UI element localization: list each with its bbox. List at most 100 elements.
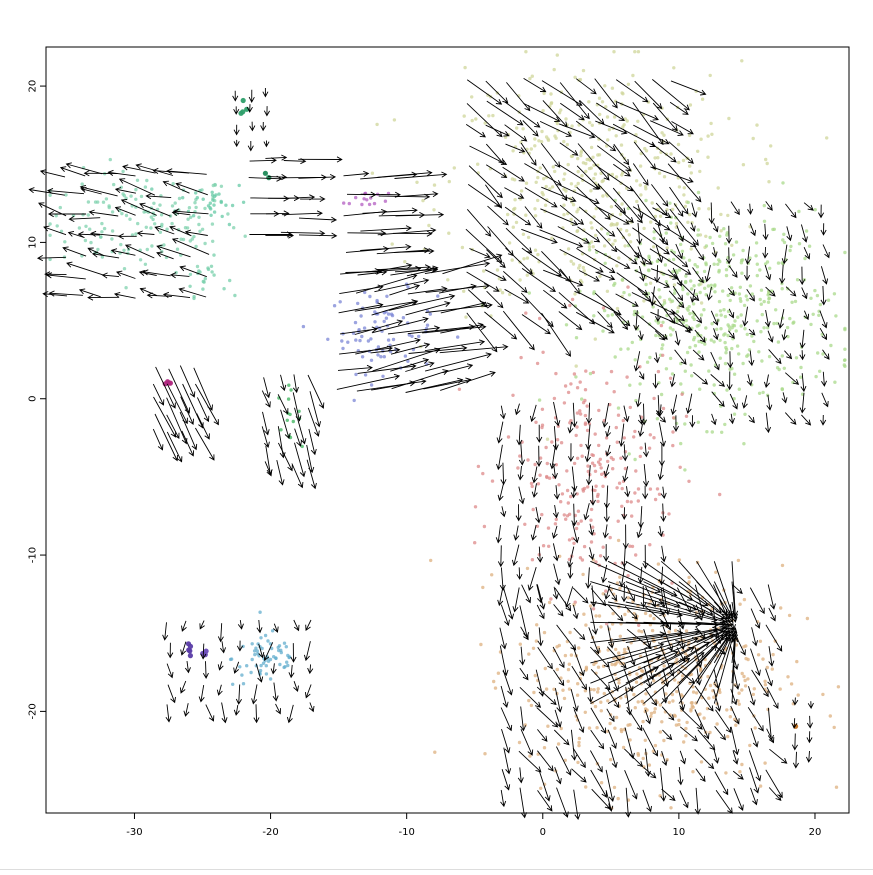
velocity-arrow [304,684,312,699]
data-point [708,683,713,688]
data-point [722,227,726,231]
data-point [705,430,709,434]
data-point [776,340,781,344]
data-point [758,268,762,272]
velocity-arrow [803,202,814,211]
data-point [697,207,701,211]
velocity-arrow [694,245,705,261]
data-point [250,657,254,662]
data-point [599,781,604,785]
velocity-arrow [173,208,209,215]
data-point [432,208,436,212]
velocity-arrow [750,608,761,629]
data-point [673,678,677,682]
velocity-arrow [286,704,294,724]
data-point [546,137,550,141]
velocity-arrow [362,207,418,214]
velocity-arrow [467,289,488,308]
data-point [490,479,495,483]
velocity-arrow [693,371,709,385]
data-point [677,160,681,165]
velocity-arrow [690,289,697,303]
velocity-arrow [388,293,456,311]
data-point [582,486,587,491]
velocity-arrow [146,292,172,299]
data-point [376,353,380,357]
data-point [694,658,698,662]
data-point [618,575,622,579]
data-point [589,518,593,522]
velocity-arrow [730,726,740,756]
velocity-arrow [537,729,548,742]
velocity-arrow [623,405,630,423]
data-point [758,639,763,643]
data-point [129,194,133,198]
data-point [660,131,664,135]
velocity-arrow [588,627,600,655]
data-point [697,339,701,344]
velocity-arrow [692,267,704,284]
data-point [566,679,570,683]
data-point [100,255,105,259]
data-point [623,612,627,617]
data-point [657,492,662,496]
data-point [134,232,138,236]
data-point [266,175,272,181]
data-point [524,311,528,315]
velocity-arrow [652,227,669,246]
velocity-arrow [357,363,417,374]
velocity-arrow [360,225,412,232]
data-point [613,281,617,286]
data-point [527,698,531,703]
velocity-arrow [521,584,531,604]
data-point [555,438,560,442]
data-point [628,723,632,727]
velocity-arrow [124,244,155,259]
data-point [566,390,571,395]
data-point [219,184,224,188]
data-point [136,221,140,226]
data-point [270,629,275,633]
data-point [530,484,534,489]
data-point [587,248,592,252]
velocity-arrow [555,746,572,776]
data-point [600,100,605,104]
data-point [633,429,637,434]
velocity-arrow [576,186,611,220]
data-point [83,238,88,243]
velocity-arrow [541,312,572,357]
data-point [671,416,676,420]
velocity-arrow [612,123,657,147]
data-point [743,327,747,331]
velocity-arrow [765,769,783,799]
velocity-arrow [668,290,685,309]
velocity-arrow [781,244,788,265]
data-point [268,677,273,681]
velocity-arrow [744,265,751,281]
data-point [650,628,655,633]
data-point [108,157,113,162]
velocity-arrow [28,187,65,196]
data-point [656,369,661,374]
data-point [552,687,556,691]
data-point [359,314,363,318]
data-point [636,50,641,54]
data-point [522,257,526,261]
velocity-arrow [587,686,594,703]
velocity-arrow [307,407,320,437]
data-point [585,404,589,408]
data-point [755,319,759,323]
velocity-arrow [519,667,529,681]
data-point [385,294,389,298]
data-point [532,690,536,695]
velocity-arrow [511,544,520,567]
data-point [644,282,648,287]
velocity-arrow [642,485,649,500]
velocity-arrow [642,544,649,570]
data-point [557,111,562,115]
velocity-arrow [196,397,210,423]
y-tick-label: 20 [28,80,39,93]
data-point [609,369,614,374]
velocity-arrow [674,349,687,365]
